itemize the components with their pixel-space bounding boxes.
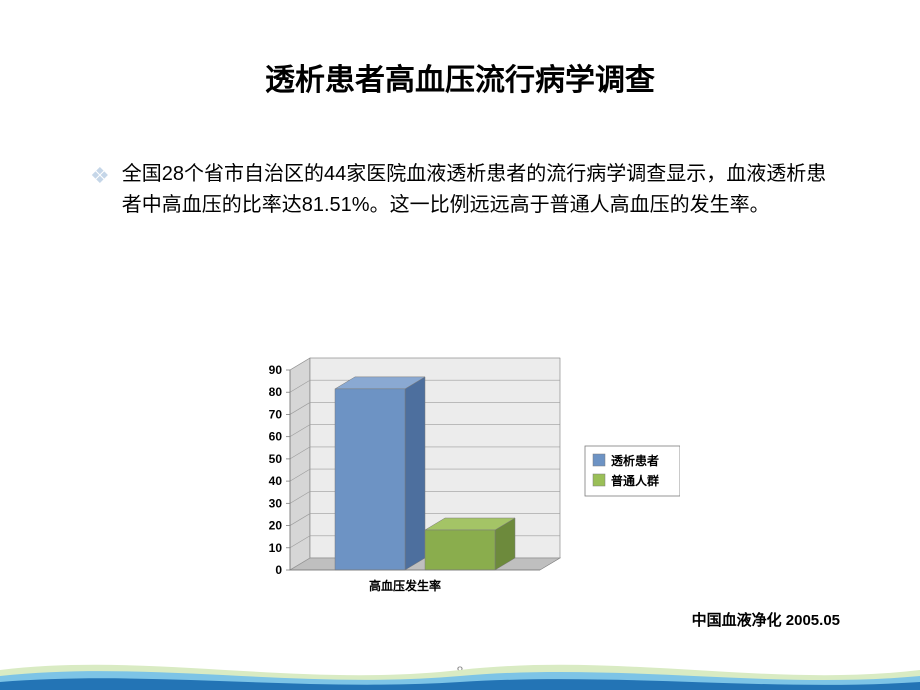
y-tick-label: 0 <box>275 563 282 577</box>
y-tick-label: 10 <box>269 541 283 555</box>
y-tick-label: 60 <box>269 430 283 444</box>
citation-text: 中国血液净化 2005.05 <box>692 609 840 630</box>
y-tick-label: 20 <box>269 519 283 533</box>
bar-1 <box>425 530 495 570</box>
y-tick-label: 70 <box>269 407 283 421</box>
legend-label-1: 普通人群 <box>611 473 659 488</box>
y-tick-label: 80 <box>269 385 283 399</box>
y-tick-label: 50 <box>269 452 283 466</box>
bar-0 <box>335 389 405 570</box>
page-number: 8 <box>457 664 464 678</box>
x-axis-label: 高血压发生率 <box>369 578 441 593</box>
y-tick-label: 40 <box>269 474 283 488</box>
bar-chart-3d: 0 10 20 30 40 50 60 70 80 90 高血压发生率 透析患者普通人群 <box>240 340 680 610</box>
legend-label-0: 透析患者 <box>611 453 659 468</box>
y-tick-label: 90 <box>269 363 283 377</box>
bullet-icon: ❖ <box>90 159 110 192</box>
main-paragraph: 全国28个省市自治区的44家医院血液透析患者的流行病学调查显示，血液透析患者中高… <box>122 159 830 221</box>
body-text: ❖ 全国28个省市自治区的44家医院血液透析患者的流行病学调查显示，血液透析患者… <box>0 99 920 221</box>
y-tick-label: 30 <box>269 496 283 510</box>
page-title: 透析患者高血压流行病学调查 <box>0 0 920 99</box>
